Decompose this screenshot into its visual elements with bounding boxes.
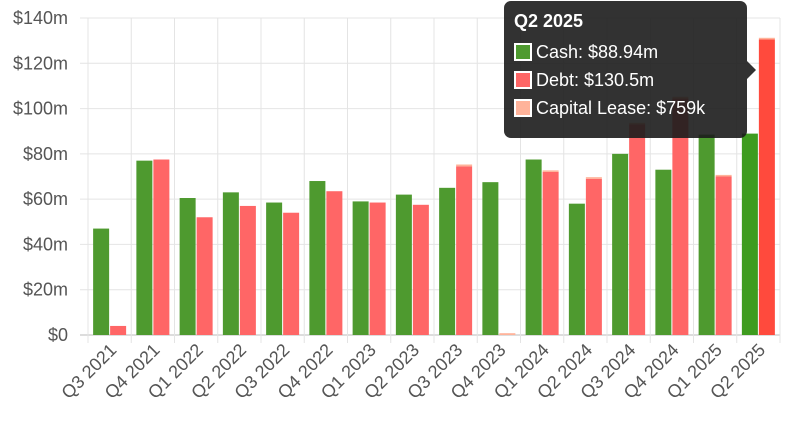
tooltip-debt-label: Debt: $130.5m xyxy=(536,70,655,90)
bar-debt[interactable] xyxy=(715,176,732,336)
grid-lines xyxy=(80,17,781,343)
y-axis-labels: $0 $20m $40m $60m $80m $100m $120m $140m xyxy=(13,8,68,345)
bar-debt[interactable] xyxy=(412,204,429,335)
bar-debt[interactable] xyxy=(672,98,689,335)
y-tick-label: $0 xyxy=(48,325,68,345)
tooltip-cash-label: Cash: $88.94m xyxy=(536,42,659,62)
bar-cash[interactable] xyxy=(222,192,239,335)
tooltip-row-capital-lease: Capital Lease: $759k xyxy=(514,98,737,118)
bar-debt[interactable] xyxy=(239,205,256,335)
bar-debt[interactable] xyxy=(326,191,343,335)
bar-debt[interactable] xyxy=(456,166,473,335)
tooltip-title: Q2 2025 xyxy=(514,11,584,31)
y-tick-label: $60m xyxy=(23,189,68,209)
bar-debt[interactable] xyxy=(110,325,127,335)
bar-cash[interactable] xyxy=(179,198,196,335)
bar-cash[interactable] xyxy=(309,181,326,335)
bar-debt[interactable] xyxy=(542,171,559,335)
bar-capital-lease[interactable] xyxy=(715,174,732,177)
bar-capital-lease[interactable] xyxy=(758,37,775,40)
bar-cash[interactable] xyxy=(698,134,715,335)
bar-cash[interactable] xyxy=(482,182,499,335)
bar-capital-lease[interactable] xyxy=(456,164,473,167)
tooltip-row-debt: Debt: $130.5m xyxy=(514,70,737,90)
bar-cash[interactable] xyxy=(525,159,542,335)
bar-cash[interactable] xyxy=(395,194,412,335)
bar-cash[interactable] xyxy=(741,133,758,335)
bar-cash[interactable] xyxy=(266,202,283,335)
tooltip-row-cash: Cash: $88.94m xyxy=(514,42,737,62)
y-tick-label: $120m xyxy=(13,53,68,73)
bar-debt[interactable] xyxy=(196,217,213,335)
bar-capital-lease[interactable] xyxy=(499,333,516,335)
bar-debt[interactable] xyxy=(153,159,170,335)
bar-cash[interactable] xyxy=(439,187,456,335)
y-tick-label: $140m xyxy=(13,8,68,28)
y-tick-label: $80m xyxy=(23,144,68,164)
tooltip-capital-lease-label: Capital Lease: $759k xyxy=(536,98,706,118)
y-tick-label: $40m xyxy=(23,234,68,254)
cash-swatch xyxy=(514,43,532,61)
bar-debt[interactable] xyxy=(585,178,602,335)
bar-debt[interactable] xyxy=(283,212,300,335)
bar-cash[interactable] xyxy=(568,203,585,335)
bar-cash[interactable] xyxy=(612,153,629,335)
bar-cash[interactable] xyxy=(136,160,153,335)
y-tick-label: $20m xyxy=(23,280,68,300)
capital-lease-swatch xyxy=(514,99,532,117)
bar-cash[interactable] xyxy=(655,169,672,335)
bar-debt[interactable] xyxy=(758,39,775,336)
bar-cash[interactable] xyxy=(352,201,369,335)
bar-debt[interactable] xyxy=(369,202,386,335)
bar-debt[interactable] xyxy=(629,124,646,336)
bar-capital-lease[interactable] xyxy=(542,170,559,172)
bars xyxy=(93,37,775,336)
y-tick-label: $100m xyxy=(13,99,68,119)
bar-cash[interactable] xyxy=(93,228,110,335)
bar-capital-lease[interactable] xyxy=(585,177,602,179)
debt-swatch xyxy=(514,71,532,89)
tooltip: Q2 2025 Cash: $88.94m Debt: $130.5m Capi… xyxy=(504,1,756,138)
